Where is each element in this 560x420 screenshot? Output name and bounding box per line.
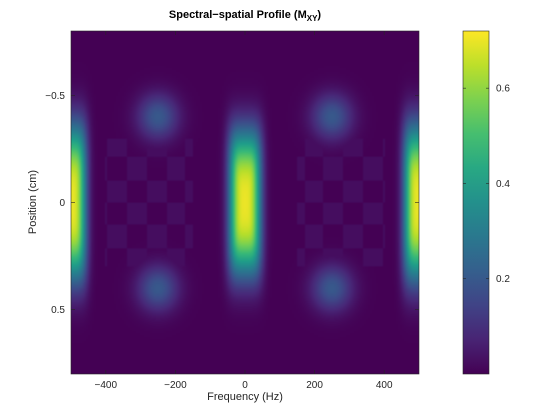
chart-title: Spectral−spatial Profile (MXY) (169, 9, 322, 23)
x-tick-label: −200 (164, 380, 187, 391)
x-tick-label: 200 (306, 380, 323, 391)
x-tick-label: 0 (242, 380, 248, 391)
y-tick-label: 0 (59, 198, 65, 209)
x-tick-label: 400 (376, 380, 393, 391)
colorbar-frame (462, 30, 490, 375)
chart-title-main: Spectral−spatial Profile (M (169, 9, 307, 21)
x-tick-label: −400 (95, 380, 118, 391)
x-axis-label: Frequency (Hz) (207, 391, 283, 403)
y-tick-label: 0.5 (51, 305, 65, 316)
y-axis-label: Position (cm) (27, 170, 39, 234)
y-axis-ticks: −0.5 0 0.5 (45, 91, 419, 316)
chart-title-subscript: XY (307, 14, 318, 23)
colorbar-tick-label: 0.2 (496, 274, 510, 285)
colorbar-ticks: 0.2 0.4 0.6 (463, 84, 510, 285)
colorbar-gradient (463, 31, 489, 374)
chart-title-close: ) (317, 9, 321, 21)
colorbar-tick-label: 0.6 (496, 84, 510, 95)
heatmap-plot-area (70, 30, 420, 375)
colorbar: 0.2 0.4 0.6 (462, 30, 510, 375)
colorbar-tick-label: 0.4 (496, 179, 510, 190)
y-tick-label: −0.5 (45, 91, 65, 102)
heatmap-image (71, 31, 419, 374)
x-axis-ticks: −400 −200 0 200 400 (95, 31, 393, 391)
